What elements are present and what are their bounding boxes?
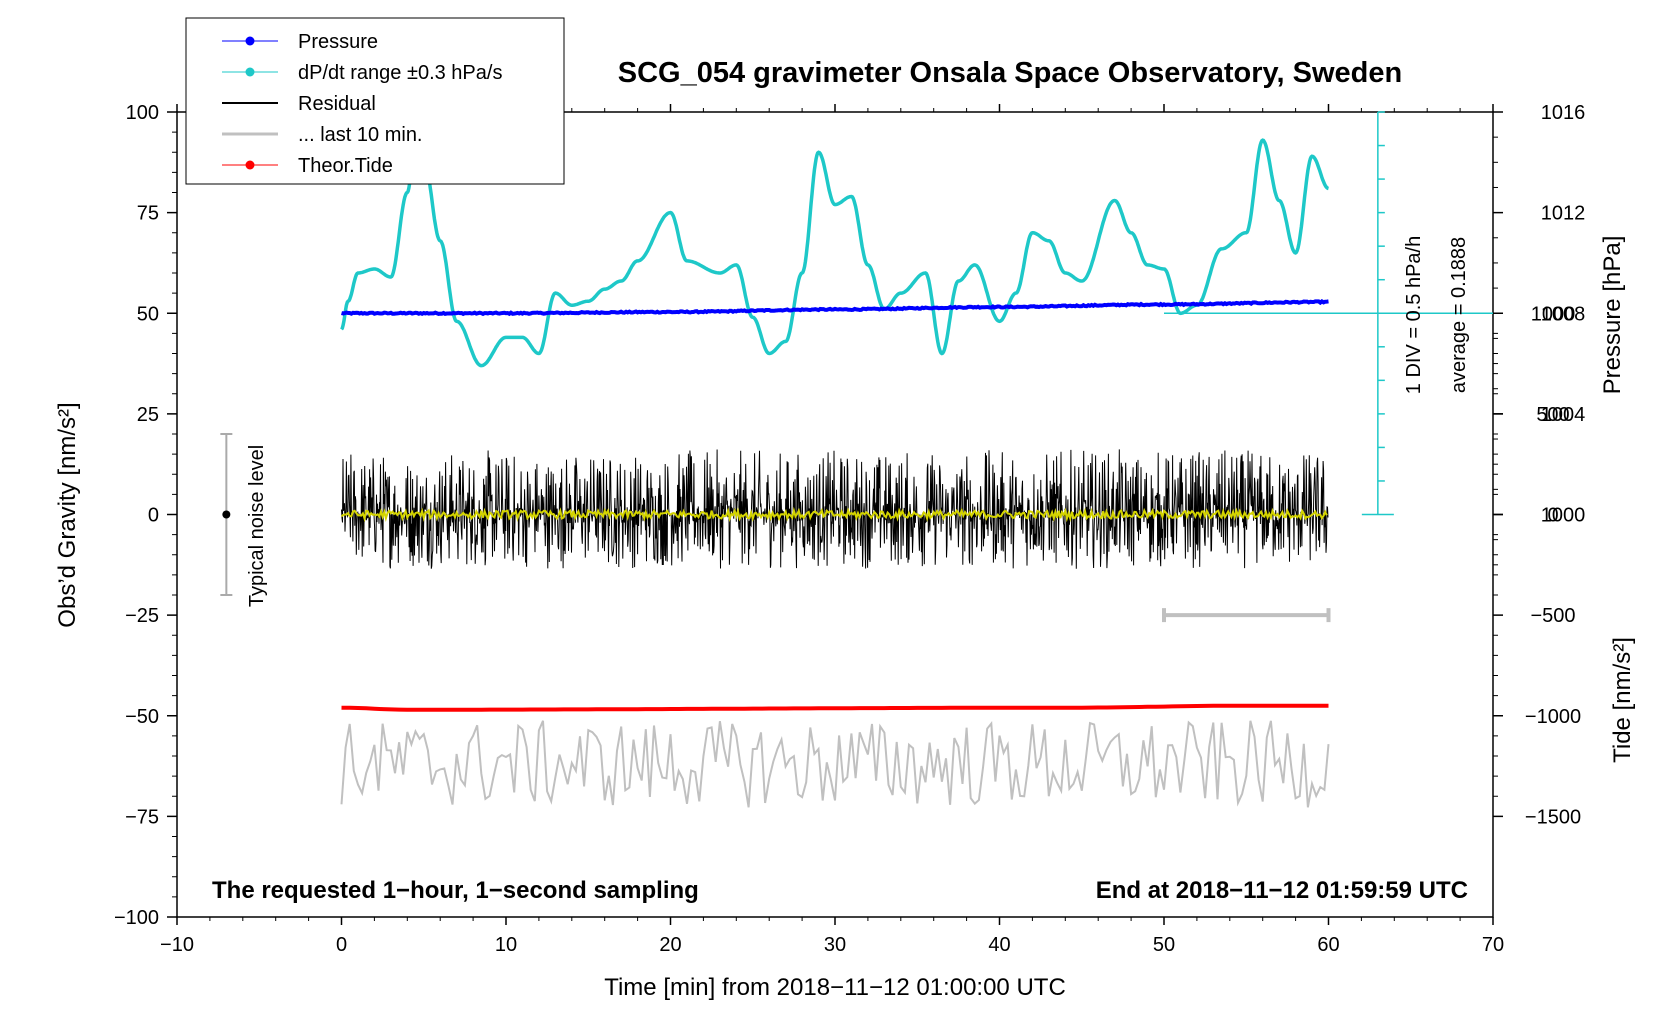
legend-box bbox=[185, 17, 565, 185]
y-tick-label: 75 bbox=[137, 203, 159, 225]
pressure-line bbox=[341, 299, 1329, 317]
y-axis-title-gravity: Obs’d Gravity [nm/s²] bbox=[54, 402, 81, 627]
legend-label: Pressure bbox=[298, 31, 378, 53]
legend-label: Residual bbox=[298, 93, 376, 115]
x-tick-label: 40 bbox=[988, 934, 1010, 956]
tide-tick-label: 1000 bbox=[1531, 303, 1576, 325]
tide-tick-label: −500 bbox=[1530, 605, 1575, 627]
theor-tide-line bbox=[341, 703, 1329, 712]
y-tick-label: 25 bbox=[137, 404, 159, 426]
tide-tick-label: −1000 bbox=[1525, 706, 1581, 728]
x-axis-title: Time [min] from 2018−11−12 01:00:00 UTC bbox=[604, 974, 1066, 1001]
y-axis-title-pressure: Pressure [hPa] bbox=[1599, 236, 1626, 395]
legend-swatch-dot bbox=[245, 67, 255, 77]
x-tick-label: 50 bbox=[1153, 934, 1175, 956]
last-10-min-line bbox=[340, 720, 1330, 808]
tide-tick-label: 0 bbox=[1547, 505, 1558, 527]
noise-level-label: Typical noise level bbox=[246, 445, 268, 607]
note-end-time: End at 2018−11−12 01:59:59 UTC bbox=[1096, 877, 1468, 904]
legend-label: ... last 10 min. bbox=[298, 124, 423, 146]
x-tick-label: 60 bbox=[1317, 934, 1339, 956]
y-axis-title-tide: Tide [nm/s²] bbox=[1609, 637, 1636, 763]
legend-entries: Pressure dP/dt range ±0.3 hPa/s Residual..… bbox=[222, 31, 502, 177]
reference-bars bbox=[220, 433, 1331, 623]
tide-tick-label: −1500 bbox=[1525, 806, 1581, 828]
y-axis-tide: −1500 −1000 −500 0 500 1000 bbox=[1493, 303, 1581, 828]
y-tick-label: 50 bbox=[137, 303, 159, 325]
legend-swatch-dot bbox=[245, 160, 255, 170]
y-tick-label: −50 bbox=[125, 706, 159, 728]
residual-line bbox=[341, 449, 1329, 569]
x-tick-label: 70 bbox=[1482, 934, 1504, 956]
y-tick-label: −100 bbox=[114, 907, 159, 929]
residual-mean-line bbox=[340, 506, 1328, 523]
y-axis-gravity: −100 −75 −50 −25 0 25 50 75 100 bbox=[114, 102, 177, 929]
noise-bar-center-dot bbox=[222, 510, 231, 519]
note-sampling: The requested 1−hour, 1−second sampling bbox=[212, 877, 699, 904]
y-axis-pressure: 1000 1004 1008 1012 1016 bbox=[1493, 102, 1586, 566]
pressure-tick-label: 1016 bbox=[1541, 102, 1586, 124]
x-tick-label: −10 bbox=[160, 934, 194, 956]
pressure-tick-label: 1008 bbox=[1541, 303, 1586, 325]
legend-swatch-dot bbox=[245, 36, 255, 46]
chart-title: SCG_054 gravimeter Onsala Space Observat… bbox=[618, 57, 1402, 89]
legend-label: Theor.Tide bbox=[298, 155, 393, 177]
legend: Pressure dP/dt range ±0.3 hPa/s Residual..… bbox=[185, 17, 565, 185]
y-tick-label: 100 bbox=[126, 102, 159, 124]
dpdt-scale-axis bbox=[1164, 111, 1493, 516]
y-tick-label: 0 bbox=[148, 505, 159, 527]
series-layer bbox=[340, 138, 1330, 808]
x-axis: −10 0 10 20 30 40 50 60 70 bbox=[160, 104, 1504, 956]
legend-label: dP/dt range ±0.3 hPa/s bbox=[298, 62, 502, 84]
y-tick-label: −75 bbox=[125, 806, 159, 828]
x-tick-label: 20 bbox=[659, 934, 681, 956]
x-tick-label: 30 bbox=[824, 934, 846, 956]
dpdt-div-label: 1 DIV = 0.5 hPa/h bbox=[1403, 236, 1425, 394]
dpdt-average-label: average = 0.1888 bbox=[1448, 237, 1470, 393]
dpdt-range-line bbox=[340, 138, 1329, 368]
pressure-tick-label: 1000 bbox=[1541, 505, 1586, 527]
pressure-tick-label: 1004 bbox=[1541, 404, 1586, 426]
tide-tick-label: 500 bbox=[1536, 404, 1569, 426]
y-tick-label: −25 bbox=[125, 605, 159, 627]
x-tick-label: 10 bbox=[495, 934, 517, 956]
x-tick-label: 0 bbox=[336, 934, 347, 956]
pressure-tick-label: 1012 bbox=[1541, 203, 1586, 225]
